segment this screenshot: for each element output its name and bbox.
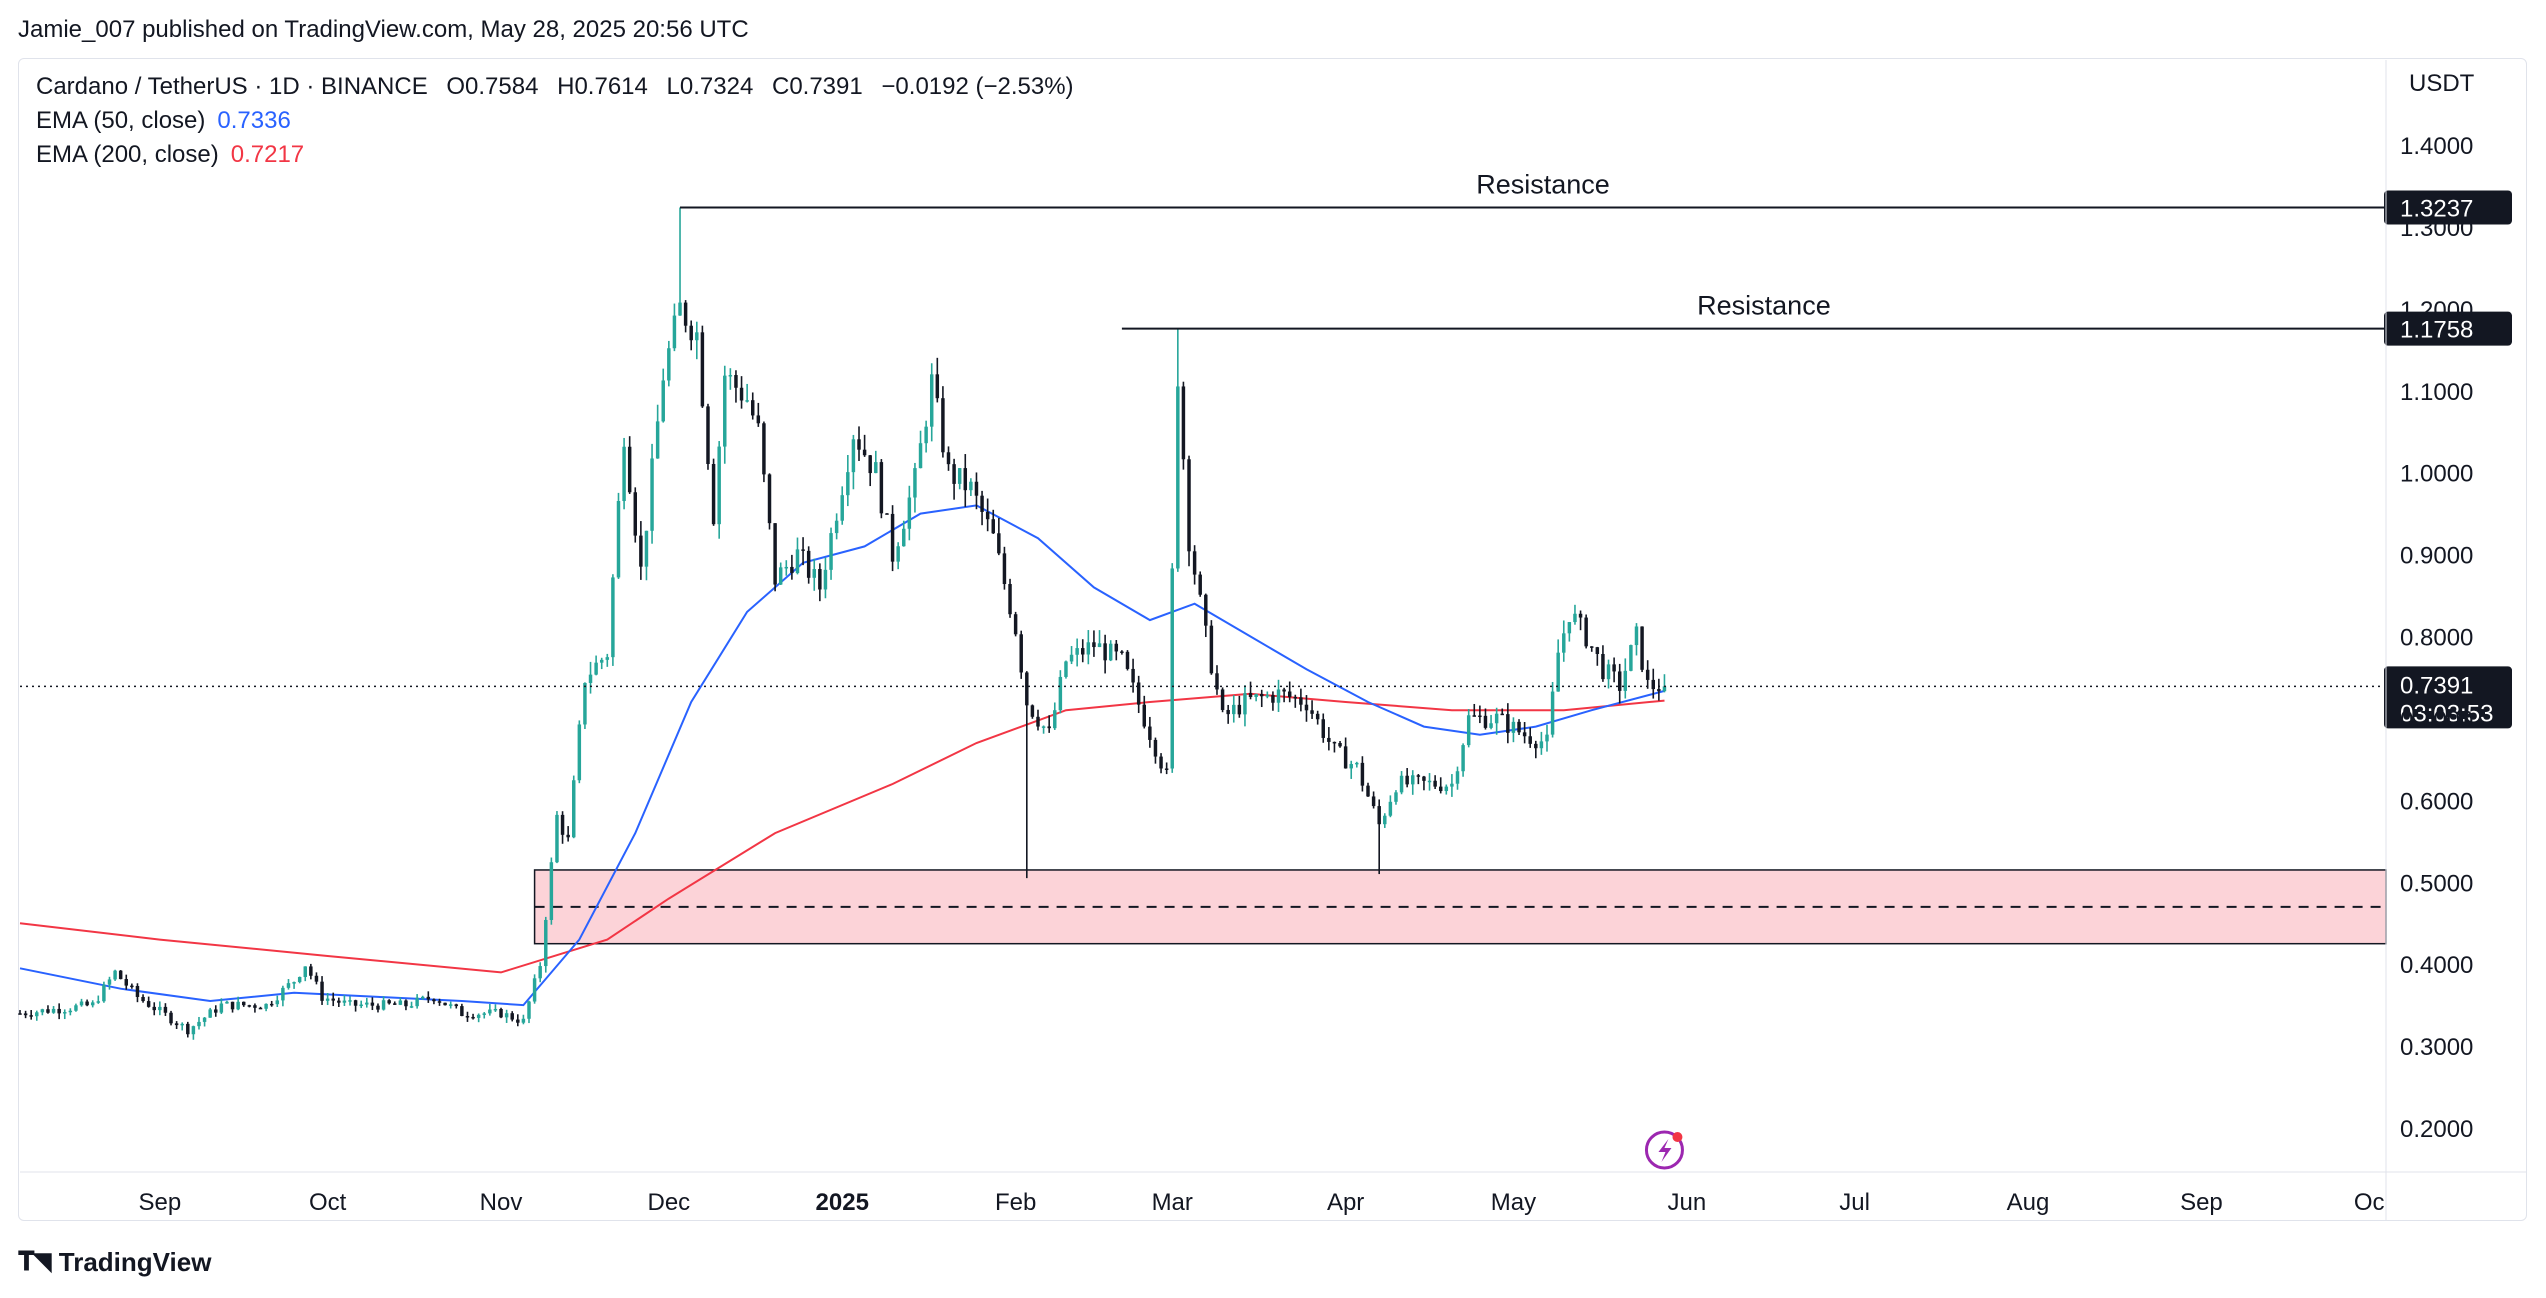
tradingview-logo[interactable]: 𝐓◥ TradingView [18, 1246, 211, 1278]
ohlc-change: −0.0192 (−2.53%) [881, 73, 1074, 100]
ema200-value: 0.7217 [230, 141, 305, 168]
currency-label[interactable]: USDT [2409, 70, 2475, 97]
legend-ema50-row[interactable]: EMA (50, close) 0.7336 [36, 104, 1086, 138]
tradingview-brand: TradingView [58, 1246, 212, 1277]
ohlc-open: O0.7584 [446, 73, 539, 100]
ema200-label: EMA (200, close) [36, 141, 219, 168]
publish-line: Jamie_007 published on TradingView.com, … [18, 16, 749, 43]
ohlc-low: L0.7324 [666, 73, 754, 100]
ema50-label: EMA (50, close) [36, 107, 206, 134]
ohlc-high: H0.7614 [557, 73, 648, 100]
chart-frame [18, 58, 2527, 1221]
ema50-value: 0.7336 [217, 107, 291, 134]
chart-legend: Cardano / TetherUS · 1D · BINANCE O0.758… [36, 70, 1086, 172]
ohlc-close: C0.7391 [771, 73, 863, 100]
legend-symbol-row: Cardano / TetherUS · 1D · BINANCE O0.758… [36, 70, 1086, 104]
symbol-title[interactable]: Cardano / TetherUS · 1D · BINANCE [36, 73, 428, 100]
tradingview-logo-icon: 𝐓◥ [18, 1246, 52, 1276]
legend-ema200-row[interactable]: EMA (200, close) 0.7217 [36, 138, 1086, 172]
